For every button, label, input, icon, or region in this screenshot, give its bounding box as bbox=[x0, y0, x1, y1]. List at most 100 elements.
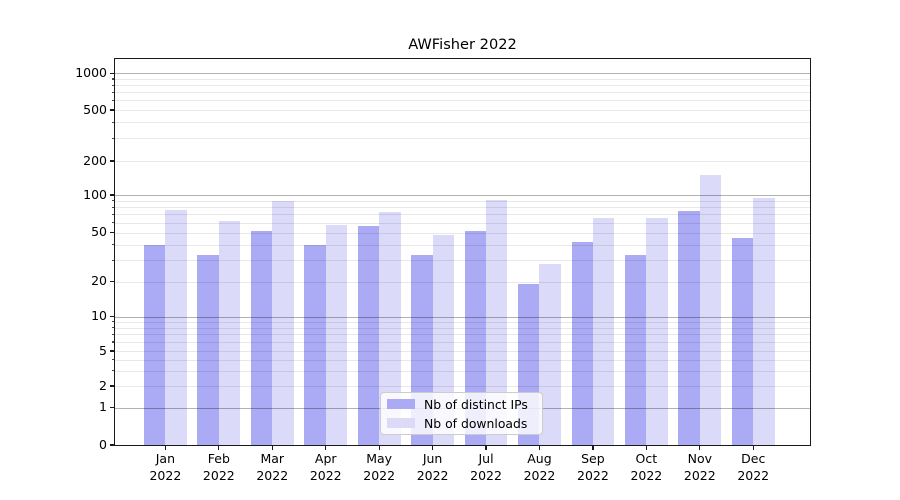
x-axis-tick-jun bbox=[432, 445, 434, 450]
y-axis-tick-label-5: 5 bbox=[99, 342, 107, 358]
bar-downloads-aug bbox=[539, 263, 561, 445]
gridline-minor-5 bbox=[115, 351, 810, 352]
y-axis-minortick-3 bbox=[112, 370, 115, 372]
x-axis-tick-feb bbox=[218, 445, 220, 450]
y-axis-minortick-900 bbox=[112, 78, 115, 80]
y-axis-minortick-400 bbox=[112, 121, 115, 124]
bar-distinct-ips-apr bbox=[304, 244, 326, 445]
gridline-major-1000 bbox=[115, 73, 810, 75]
bar-downloads-apr bbox=[325, 224, 348, 445]
gridline-minor-300 bbox=[115, 138, 810, 140]
y-axis-minortick-800 bbox=[112, 84, 115, 86]
bar-downloads-jul bbox=[486, 199, 508, 445]
gridline-minor-8 bbox=[115, 327, 810, 329]
x-axis-tick-label-jul: Jul 2022 bbox=[470, 451, 502, 483]
x-axis-tick-label-may: May 2022 bbox=[363, 451, 396, 483]
bar-downloads-nov bbox=[699, 175, 722, 445]
y-axis-tick-500 bbox=[110, 109, 115, 111]
legend: Nb of distinct IPs Nb of downloads bbox=[380, 392, 543, 435]
bar-downloads-jan bbox=[165, 209, 187, 445]
gridline-minor-80 bbox=[115, 207, 810, 209]
x-axis-tick-jan bbox=[164, 445, 166, 450]
y-axis-tick-label-50: 50 bbox=[91, 224, 107, 240]
bar-distinct-ips-may bbox=[357, 225, 380, 445]
y-axis-tick-10 bbox=[110, 315, 115, 318]
bar-distinct-ips-nov bbox=[678, 210, 700, 445]
y-axis-minortick-30 bbox=[112, 259, 115, 261]
gridline-minor-400 bbox=[115, 122, 810, 124]
x-axis-tick-label-nov: Nov 2022 bbox=[683, 451, 716, 483]
y-axis-minortick-60 bbox=[112, 222, 115, 224]
y-axis-minortick-700 bbox=[112, 91, 115, 93]
y-axis-tick-label-500: 500 bbox=[83, 101, 107, 117]
y-axis-tick-5 bbox=[110, 350, 115, 352]
legend-label-distinct-ips: Nb of distinct IPs bbox=[424, 396, 528, 412]
gridline-minor-6 bbox=[115, 341, 810, 343]
y-axis-tick-label-1000: 1000 bbox=[75, 64, 107, 80]
y-axis-tick-50 bbox=[110, 232, 115, 234]
gridline-minor-800 bbox=[115, 85, 810, 87]
bar-downloads-mar bbox=[272, 201, 294, 445]
x-axis-tick-label-mar: Mar 2022 bbox=[256, 451, 289, 483]
x-axis-tick-label-dec: Dec 2022 bbox=[737, 451, 770, 483]
y-axis-minortick-8 bbox=[112, 327, 115, 329]
bar-downloads-sep bbox=[592, 218, 615, 445]
x-axis-tick-sep bbox=[592, 445, 594, 450]
y-axis-tick-label-1: 1 bbox=[99, 399, 107, 414]
x-axis-tick-label-jan: Jan 2022 bbox=[149, 451, 182, 483]
bar-distinct-ips-jul bbox=[464, 230, 487, 445]
x-axis-tick-mar bbox=[271, 445, 273, 450]
bar-downloads-oct bbox=[646, 218, 668, 445]
y-axis-minortick-9 bbox=[112, 321, 115, 323]
bar-downloads-feb bbox=[218, 221, 241, 445]
x-axis-tick-label-oct: Oct 2022 bbox=[630, 451, 663, 483]
x-axis-tick-label-apr: Apr 2022 bbox=[309, 451, 342, 483]
y-axis-tick-label-200: 200 bbox=[83, 152, 107, 168]
x-axis-tick-aug bbox=[538, 445, 541, 450]
gridline-minor-70 bbox=[115, 214, 810, 216]
x-axis-tick-label-jun: Jun 2022 bbox=[416, 451, 449, 483]
y-axis-tick-1 bbox=[110, 406, 115, 409]
y-axis-minortick-7 bbox=[112, 333, 115, 335]
y-axis-tick-200 bbox=[110, 160, 115, 162]
legend-swatch-downloads bbox=[387, 418, 415, 428]
gridline-minor-40 bbox=[115, 244, 810, 246]
y-axis-tick-2 bbox=[110, 385, 115, 387]
gridline-minor-9 bbox=[115, 321, 810, 323]
gridline-minor-700 bbox=[115, 92, 810, 94]
bar-downloads-may bbox=[379, 212, 401, 445]
y-axis-minortick-4 bbox=[112, 359, 115, 361]
gridline-minor-60 bbox=[115, 222, 810, 224]
x-axis-tick-may bbox=[378, 445, 380, 450]
y-axis-minortick-90 bbox=[112, 200, 115, 202]
legend-row-downloads: Nb of downloads bbox=[387, 416, 542, 431]
y-axis-minortick-600 bbox=[112, 99, 115, 102]
gridline-minor-30 bbox=[115, 260, 810, 262]
bar-distinct-ips-feb bbox=[197, 254, 219, 445]
x-axis-tick-label-feb: Feb 2022 bbox=[202, 451, 235, 483]
legend-row-distinct-ips: Nb of distinct IPs bbox=[387, 397, 542, 412]
plot-area bbox=[110, 58, 811, 450]
y-axis-minortick-300 bbox=[112, 137, 115, 140]
gridline-minor-50 bbox=[115, 232, 810, 234]
bar-downloads-dec bbox=[753, 197, 775, 445]
gridline-major-100 bbox=[115, 195, 810, 196]
y-axis-tick-label-2: 2 bbox=[99, 377, 107, 393]
bar-distinct-ips-oct bbox=[624, 254, 647, 445]
y-axis-tick-0 bbox=[110, 444, 115, 446]
legend-label-downloads: Nb of downloads bbox=[424, 415, 528, 431]
gridline-major-10 bbox=[115, 316, 810, 318]
y-axis-tick-label-20: 20 bbox=[91, 273, 107, 289]
legend-swatch-distinct-ips bbox=[387, 399, 415, 409]
gridline-minor-900 bbox=[115, 78, 810, 80]
y-axis-tick-100 bbox=[110, 194, 115, 196]
gridline-minor-4 bbox=[115, 359, 810, 361]
y-axis-minortick-80 bbox=[112, 206, 115, 208]
x-axis-tick-nov bbox=[699, 445, 701, 450]
y-axis-tick-1000 bbox=[110, 72, 115, 74]
gridline-minor-3 bbox=[115, 370, 810, 372]
bar-distinct-ips-mar bbox=[250, 230, 273, 445]
chart-title: AWFisher 2022 bbox=[408, 36, 517, 53]
gridline-minor-500 bbox=[115, 110, 810, 111]
